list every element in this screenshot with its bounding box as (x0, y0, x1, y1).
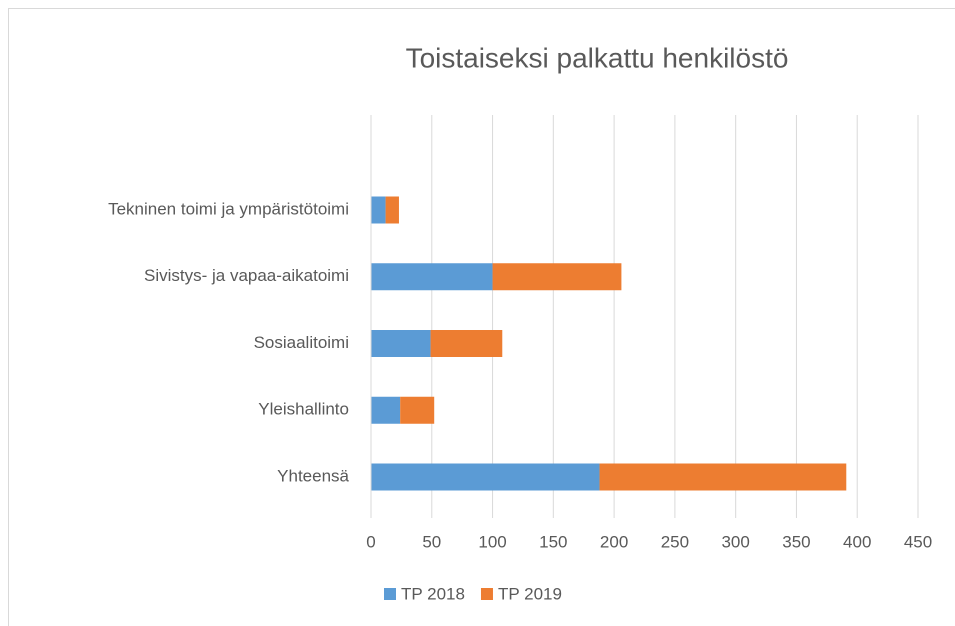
legend-swatch (384, 588, 396, 600)
x-tick-label: 400 (843, 532, 871, 551)
x-tick-label: 100 (478, 532, 506, 551)
x-tick-label: 200 (600, 532, 628, 551)
chart-frame (8, 8, 955, 626)
x-tick-label: 250 (661, 532, 689, 551)
bar (371, 330, 431, 357)
y-tick-label: Yleishallinto (258, 400, 349, 419)
y-tick-label: Yhteensä (277, 466, 349, 485)
bar (371, 396, 401, 424)
bar (430, 330, 503, 357)
bar (385, 196, 399, 224)
y-tick-label: Sivistys- ja vapaa-aikatoimi (144, 266, 349, 285)
x-tick-label: 450 (904, 532, 932, 551)
bar (599, 463, 847, 491)
legend-label: TP 2019 (498, 584, 562, 603)
x-tick-label: 350 (782, 532, 810, 551)
bar (400, 396, 435, 424)
bar (492, 263, 622, 291)
legend-label: TP 2018 (401, 584, 465, 603)
bar (371, 196, 386, 224)
bar (371, 263, 493, 291)
x-tick-label: 150 (539, 532, 567, 551)
y-tick-label: Tekninen toimi ja ympäristötoimi (108, 199, 349, 218)
x-tick-label: 300 (721, 532, 749, 551)
bar (371, 463, 600, 491)
x-tick-label: 0 (366, 532, 375, 551)
y-tick-label: Sosiaalitoimi (254, 333, 349, 352)
legend-swatch (480, 588, 493, 600)
x-tick-label: 50 (422, 532, 441, 551)
chart-title: Toistaiseksi palkattu henkilöstö (406, 42, 789, 73)
